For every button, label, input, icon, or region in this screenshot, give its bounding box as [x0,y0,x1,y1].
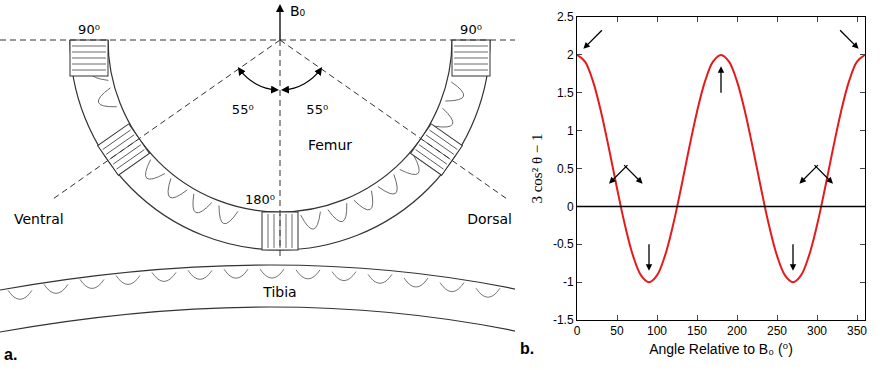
svg-text:90⁰: 90⁰ [78,22,100,37]
svg-text:-0.5: -0.5 [553,237,574,251]
svg-text:350: 350 [847,324,867,338]
svg-text:1: 1 [567,124,574,138]
svg-text:Ventral: Ventral [14,211,64,227]
svg-text:100: 100 [647,324,667,338]
svg-text:1.5: 1.5 [557,86,574,100]
svg-text:a.: a. [4,346,17,363]
svg-text:250: 250 [767,324,787,338]
svg-text:0.5: 0.5 [557,162,574,176]
svg-text:-1: -1 [563,275,574,289]
svg-text:55⁰: 55⁰ [306,102,328,117]
svg-text:-1.5: -1.5 [553,313,574,327]
svg-text:180⁰: 180⁰ [245,192,275,207]
svg-text:Dorsal: Dorsal [467,211,512,227]
svg-text:300: 300 [807,324,827,338]
svg-text:200: 200 [727,324,747,338]
svg-text:B₀: B₀ [290,3,306,19]
svg-text:55⁰: 55⁰ [232,102,254,117]
html-text:b.: b. [520,340,535,357]
svg-text:2.5: 2.5 [557,10,574,24]
svg-text:50: 50 [610,324,624,338]
svg-text:Femur: Femur [308,137,352,153]
svg-text:Tibia: Tibia [262,284,296,300]
svg-text:3 cos² θ − 1: 3 cos² θ − 1 [529,133,545,203]
svg-text:150: 150 [687,324,707,338]
svg-text:Angle Relative to B₀ (⁰): Angle Relative to B₀ (⁰) [649,341,793,357]
svg-text:0: 0 [574,324,581,338]
svg-text:2: 2 [567,48,574,62]
svg-text:90⁰: 90⁰ [460,22,482,37]
svg-text:0: 0 [567,200,574,214]
